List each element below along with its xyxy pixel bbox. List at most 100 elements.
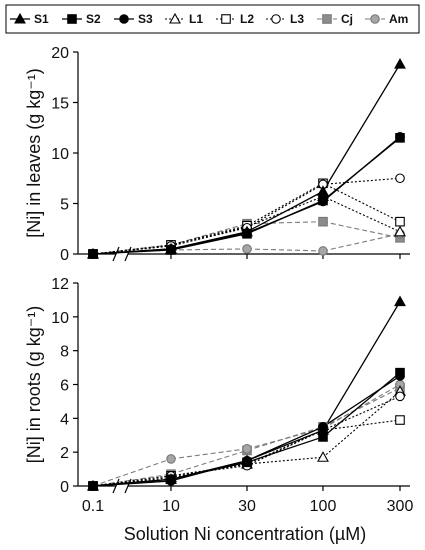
legend-label-l3: L3 (290, 12, 304, 26)
data-point-am (242, 443, 252, 454)
data-point-cj (318, 216, 328, 227)
legend-marker-am (370, 14, 380, 24)
legend-label-cj: Cj (341, 12, 353, 26)
series-line-segment (322, 136, 401, 202)
legend-label-am: Am (389, 12, 408, 26)
legend-item-cj: Cj (317, 12, 353, 26)
x-tick-label: 0.1 (82, 498, 104, 515)
series-line-segment (246, 182, 324, 227)
y-tick-label: 12 (51, 276, 69, 293)
y-tick-label: 0 (60, 479, 69, 496)
series-am (92, 384, 401, 487)
series-s3 (92, 375, 401, 487)
data-point-l3 (395, 173, 405, 184)
series-line-segment (246, 426, 324, 452)
series-line-segment (170, 459, 248, 482)
series-l2 (92, 182, 401, 255)
legend-label-s3: S3 (138, 12, 153, 26)
x-tick-label: 30 (238, 498, 256, 515)
legend-item-l1: L1 (165, 12, 203, 26)
data-point-s1 (317, 185, 329, 196)
legend-marker-l3 (271, 14, 281, 24)
legend-marker-s1 (14, 12, 26, 24)
legend-item-l2: L2 (216, 12, 254, 26)
y-tick-label: 20 (51, 45, 69, 62)
data-point-s2 (318, 432, 328, 442)
legend-marker-l1 (169, 12, 181, 24)
data-point-s3 (88, 249, 98, 259)
series-line-segment (246, 183, 324, 229)
leaves-panel: 0 5 10 15 20 [Ni] in leaves (g kg⁻¹) (24, 45, 410, 264)
series-line-segment (170, 233, 248, 251)
series-line-segment (92, 473, 172, 487)
y-tick-label: 10 (51, 146, 69, 163)
legend-item-s3: S3 (114, 12, 153, 26)
data-point-s1 (394, 57, 406, 69)
y-axis-title: [Ni] in leaves (g kg⁻¹) (24, 68, 44, 238)
legend-item-s1: S1 (10, 12, 49, 26)
series-line-segment (246, 456, 324, 465)
x-tick-label: 10 (162, 498, 180, 515)
data-point-s3 (318, 196, 328, 207)
series-line-segment (170, 223, 248, 246)
data-point-s1 (394, 295, 406, 307)
legend-item-l3: L3 (266, 12, 304, 26)
series-line-segment (322, 419, 401, 431)
chart-legend: S1 S2 S3 L1 L2 L3 Cj Am (5, 4, 420, 34)
series-s3 (92, 136, 401, 255)
legend-label-s2: S2 (86, 12, 101, 26)
series-line-segment (246, 190, 324, 233)
series-line-segment (322, 375, 401, 428)
series-line-segment (322, 301, 401, 431)
series-line-segment (92, 248, 172, 255)
series-line-segment (322, 221, 401, 239)
data-point-am (318, 246, 328, 256)
series-line-segment (322, 372, 401, 438)
series-line-segment (322, 195, 401, 233)
data-point-l1 (394, 225, 406, 237)
series-line-segment (246, 248, 324, 252)
series-cj (92, 387, 401, 487)
series-line-segment (246, 429, 324, 467)
series-line-segment (92, 458, 172, 487)
data-point-s3 (395, 371, 405, 381)
legend-label-l1: L1 (189, 12, 203, 26)
series-line-segment (170, 248, 248, 251)
series-line-segment (170, 465, 248, 477)
y-tick-label: 2 (60, 445, 69, 462)
y-tick-label: 0 (60, 247, 69, 264)
data-point-l2 (395, 216, 405, 227)
series-line-segment (170, 449, 248, 475)
legend-item-s2: S2 (62, 12, 101, 26)
axis-break-mark (112, 246, 120, 262)
x-axis-title: Solution Ni concentration (µM) (124, 524, 366, 544)
series-line-segment (322, 387, 401, 428)
series-line-segment (170, 227, 248, 247)
x-tick-label: 100 (310, 498, 337, 515)
data-point-am (242, 244, 252, 254)
legend-label-s1: S1 (34, 12, 49, 26)
data-point-l3 (395, 391, 405, 402)
series-line-segment (246, 426, 324, 462)
roots-panel: 0 2 4 6 8 10 12 [Ni] in roots (g kg⁻¹) (24, 276, 410, 496)
legend-label-l2: L2 (240, 12, 254, 26)
series-line-segment (92, 480, 172, 487)
data-point-s3 (166, 244, 176, 254)
data-point-l2 (395, 415, 405, 425)
data-point-s3 (318, 421, 328, 432)
series-line-segment (246, 221, 324, 225)
series-line-segment (170, 232, 248, 250)
data-point-s3 (166, 476, 176, 486)
data-point-s3 (395, 132, 405, 142)
series-line-segment (246, 200, 324, 234)
legend-marker-cj (322, 14, 332, 24)
series-line-segment (170, 225, 248, 246)
series-line-segment (322, 233, 401, 252)
series-line-segment (322, 384, 401, 429)
series-l1 (92, 390, 401, 487)
y-tick-label: 8 (60, 344, 69, 361)
series-line-segment (170, 448, 248, 460)
y-tick-label: 15 (51, 96, 69, 113)
series-line-segment (322, 177, 401, 185)
